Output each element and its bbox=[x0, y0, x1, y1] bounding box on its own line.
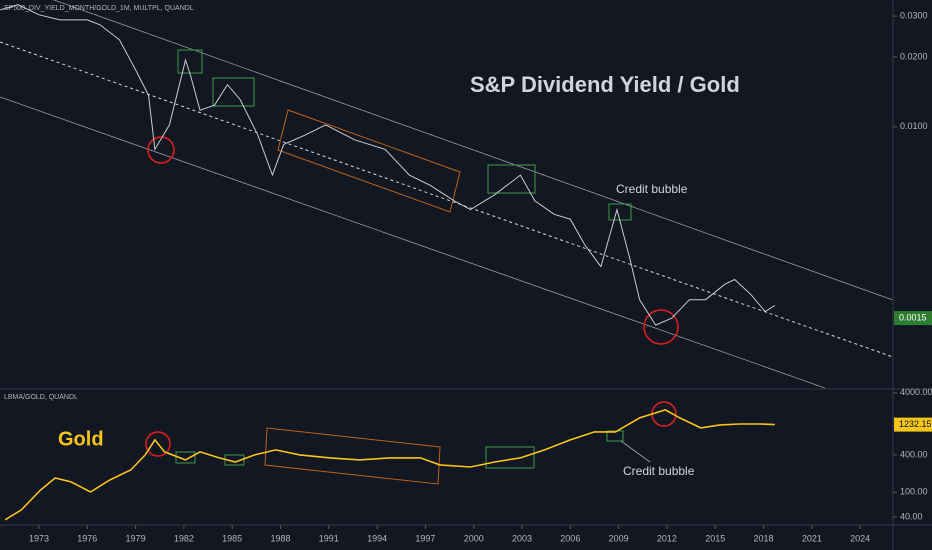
highlight-circle bbox=[145, 431, 171, 457]
highlight-circle bbox=[147, 136, 175, 164]
highlight-box bbox=[485, 446, 535, 469]
x-tick-label: 2006 bbox=[560, 533, 580, 543]
chart-title: Gold bbox=[58, 428, 104, 450]
x-tick-label: 1973 bbox=[29, 533, 49, 543]
last-value-box bbox=[894, 311, 932, 326]
x-tick-label: 2009 bbox=[609, 533, 629, 543]
highlight-box bbox=[487, 164, 536, 194]
x-tick-label: 2024 bbox=[850, 533, 870, 543]
source-label: SP500_DIV_YIELD_MONTH/GOLD_1M, MULTPL, Q… bbox=[4, 5, 194, 12]
x-tick-label: 1988 bbox=[270, 533, 290, 543]
channel-upper bbox=[52, 0, 894, 301]
highlight-circle bbox=[643, 309, 679, 345]
highlight-box bbox=[175, 451, 196, 464]
annotation: Credit bubble bbox=[616, 182, 688, 196]
last-value-box bbox=[894, 417, 932, 432]
x-tick-label: 1997 bbox=[415, 533, 435, 543]
channel-mid bbox=[0, 41, 894, 358]
annotation-arrow bbox=[620, 440, 651, 463]
highlight-box bbox=[212, 77, 255, 107]
y-tick-label: 0.0300 bbox=[900, 10, 928, 20]
annotation: Credit bubble bbox=[623, 464, 695, 478]
x-tick-label: 1976 bbox=[77, 533, 97, 543]
y-tick-label: 400.00 bbox=[900, 449, 928, 459]
x-tick-label: 1985 bbox=[222, 533, 242, 543]
y-tick-label: 0.0100 bbox=[900, 121, 928, 131]
x-tick-label: 1994 bbox=[367, 533, 387, 543]
chart-title: S&P Dividend Yield / Gold bbox=[470, 72, 740, 97]
x-tick-label: 2018 bbox=[754, 533, 774, 543]
y-tick-label: 40.00 bbox=[900, 511, 923, 521]
source-label: LBMA/GOLD, QUANDL bbox=[4, 394, 78, 401]
range-box bbox=[277, 109, 461, 213]
x-tick-label: 1991 bbox=[319, 533, 339, 543]
x-tick-label: 1979 bbox=[126, 533, 146, 543]
x-tick-label: 2003 bbox=[512, 533, 532, 543]
y-tick-label: 0.0200 bbox=[900, 51, 928, 61]
highlight-box bbox=[606, 430, 624, 442]
x-tick-label: 2015 bbox=[705, 533, 725, 543]
data-line bbox=[0, 4, 776, 326]
last-value-label: 1232.15 bbox=[899, 419, 932, 429]
x-tick-label: 2012 bbox=[657, 533, 677, 543]
x-tick-label: 2021 bbox=[802, 533, 822, 543]
x-tick-label: 1982 bbox=[174, 533, 194, 543]
y-tick-label: 100.00 bbox=[900, 487, 928, 497]
last-value-label: 0.0015 bbox=[899, 312, 927, 322]
data-line bbox=[4, 409, 775, 521]
y-tick-label: 4000.00 bbox=[900, 387, 932, 397]
x-tick-label: 2000 bbox=[464, 533, 484, 543]
channel-lower bbox=[0, 96, 826, 389]
